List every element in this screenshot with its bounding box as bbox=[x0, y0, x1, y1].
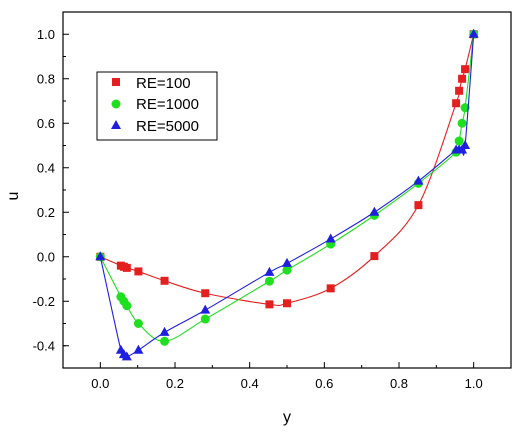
data-point-series-3 bbox=[264, 266, 275, 276]
data-point-series-3 bbox=[95, 251, 106, 261]
data-point-series-1 bbox=[265, 300, 274, 309]
data-point-series-1 bbox=[122, 263, 131, 272]
x-tick-label: 1.0 bbox=[465, 376, 483, 391]
legend-marker-re100 bbox=[112, 78, 120, 86]
legend-marker-re1000 bbox=[111, 99, 121, 109]
data-point-series-3 bbox=[460, 140, 471, 149]
data-point-series-3 bbox=[121, 351, 132, 361]
x-axis-title: y bbox=[283, 409, 291, 426]
data-point-series-3 bbox=[325, 233, 336, 243]
data-point-series-2 bbox=[264, 276, 274, 286]
data-point-series-1 bbox=[134, 267, 143, 276]
data-point-series-2 bbox=[122, 301, 132, 311]
data-point-series-1 bbox=[458, 74, 467, 83]
legend-marker-re5000 bbox=[111, 120, 121, 129]
data-point-series-2 bbox=[160, 336, 170, 346]
data-point-series-2 bbox=[460, 103, 470, 113]
legend-label-re100: RE=100 bbox=[136, 75, 191, 92]
data-point-series-3 bbox=[282, 257, 292, 267]
data-point-series-3 bbox=[159, 326, 170, 336]
y-tick-label: -0.2 bbox=[33, 294, 55, 309]
plot-area bbox=[62, 11, 512, 369]
data-point-series-2 bbox=[200, 314, 210, 324]
x-tick-label: 0.6 bbox=[315, 376, 333, 391]
y-tick-label: 0.8 bbox=[37, 71, 55, 86]
data-point-series-1 bbox=[370, 252, 379, 261]
y-tick-label: 0.2 bbox=[37, 205, 55, 220]
x-tick-label: 0.0 bbox=[91, 376, 109, 391]
data-point-series-1 bbox=[201, 289, 210, 298]
data-point-series-1 bbox=[283, 299, 291, 308]
data-point-series-3 bbox=[200, 304, 211, 314]
y-tick-label: 1.0 bbox=[37, 27, 55, 42]
data-point-series-3 bbox=[369, 206, 380, 216]
y-tick-label: 0.4 bbox=[37, 160, 55, 175]
legend-label-re1000: RE=1000 bbox=[136, 96, 199, 113]
data-point-series-2 bbox=[457, 118, 467, 128]
x-tick-label: 0.8 bbox=[390, 376, 408, 391]
legend-label-re5000: RE=5000 bbox=[136, 118, 199, 135]
x-tick-label: 0.4 bbox=[241, 376, 259, 391]
data-point-series-2 bbox=[282, 265, 292, 275]
data-point-series-3 bbox=[413, 175, 424, 185]
data-point-series-1 bbox=[461, 65, 470, 74]
data-point-series-1 bbox=[326, 284, 335, 293]
y-axis-title: u bbox=[5, 192, 22, 201]
x-tick-label: 0.2 bbox=[166, 376, 184, 391]
data-point-series-2 bbox=[454, 136, 464, 146]
y-tick-label: 0.0 bbox=[37, 249, 55, 264]
y-tick-label: 0.6 bbox=[37, 116, 55, 131]
y-tick-label: -0.4 bbox=[33, 338, 55, 353]
data-point-series-3 bbox=[133, 344, 144, 354]
legend: RE=100 RE=1000 RE=5000 bbox=[96, 71, 218, 141]
data-point-series-1 bbox=[160, 276, 169, 285]
data-point-series-1 bbox=[455, 86, 464, 95]
data-point-series-2 bbox=[133, 319, 143, 328]
data-point-series-1 bbox=[452, 99, 461, 108]
data-point-series-3 bbox=[468, 28, 479, 38]
data-point-series-1 bbox=[414, 201, 423, 210]
